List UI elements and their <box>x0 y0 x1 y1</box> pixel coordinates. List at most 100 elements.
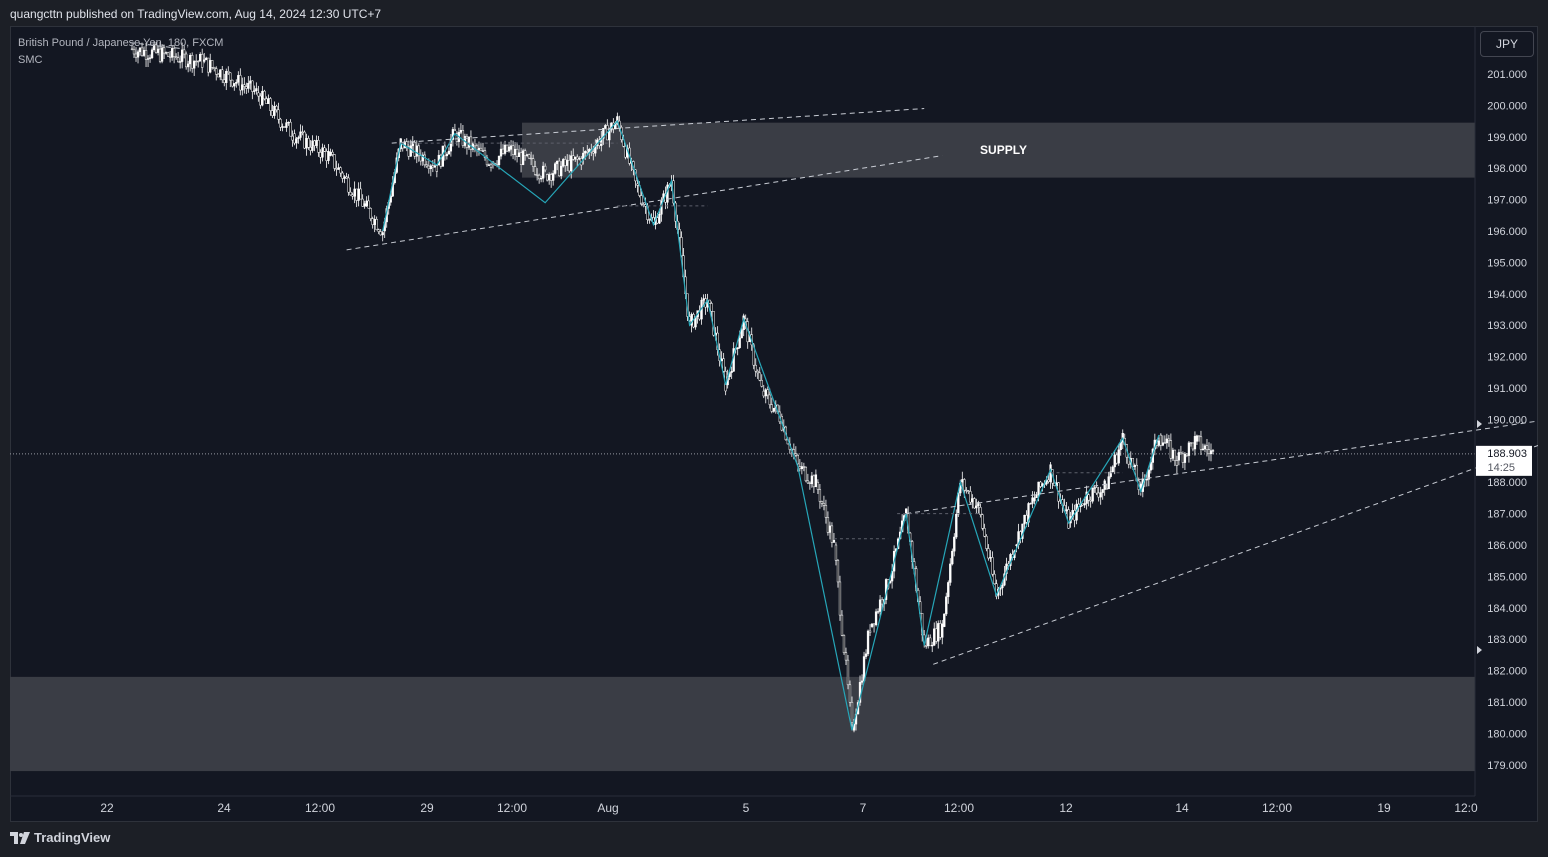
symbol-title[interactable]: British Pound / Japanese Yen, 180, FXCM <box>18 37 224 49</box>
candle-body <box>864 653 868 657</box>
candle-body <box>979 507 982 515</box>
candle-body <box>754 364 757 372</box>
candle-body <box>1193 436 1197 450</box>
candle-body <box>1035 494 1038 498</box>
candle-body <box>965 489 968 492</box>
candle-body <box>872 623 876 626</box>
indicator-label[interactable]: SMC <box>18 54 43 66</box>
candle-body <box>293 133 296 144</box>
x-tick-label: 24 <box>217 801 231 815</box>
x-tick-label: 19 <box>1377 801 1391 815</box>
candle-body <box>187 63 190 68</box>
candle-body <box>546 174 549 181</box>
candle-body <box>317 140 320 153</box>
candle-body <box>1109 471 1112 477</box>
candle-body <box>1065 509 1068 512</box>
candle-body <box>1165 438 1169 444</box>
candle-body <box>1169 440 1173 459</box>
candle-body <box>217 73 220 78</box>
candle-body <box>1179 452 1183 455</box>
y-tick-label: 186.000 <box>1487 540 1527 552</box>
candle-body <box>1111 466 1114 473</box>
candle-body <box>425 164 428 167</box>
candle-body <box>570 155 573 172</box>
candle-body <box>481 150 485 152</box>
candle-body <box>237 75 240 83</box>
candle-body <box>1093 487 1096 489</box>
candle-body <box>826 517 830 533</box>
candle-body <box>473 143 477 147</box>
candle-body <box>1149 462 1152 471</box>
x-tick-label: 22 <box>100 801 114 815</box>
candle-body <box>233 83 236 87</box>
candle-body <box>1197 435 1201 438</box>
candle-body <box>838 581 842 616</box>
candle-body <box>1201 448 1205 450</box>
candle-body <box>203 59 206 62</box>
candle-body <box>548 174 551 181</box>
y-tick-label: 198.000 <box>1487 163 1527 175</box>
candle-body <box>429 165 432 169</box>
candle-body <box>762 390 765 397</box>
candle-body <box>148 57 152 59</box>
candle-body <box>501 148 505 154</box>
candle-body <box>531 158 535 167</box>
candle-body <box>162 47 166 54</box>
candle-body <box>341 172 344 179</box>
candle-body <box>1117 449 1120 464</box>
candle-body <box>768 394 771 405</box>
price-chart[interactable]: SUPPLY 201.000 200.000 199.000 198.000 197.0… <box>10 26 1538 822</box>
candle-body <box>211 60 214 68</box>
candle-body <box>166 52 170 57</box>
candle-body <box>842 635 846 654</box>
candle-body <box>409 145 412 157</box>
y-tick-label: 191.000 <box>1487 383 1527 395</box>
candle-body <box>1099 492 1102 498</box>
candle-body <box>846 659 850 686</box>
candle-body <box>616 116 619 124</box>
candle-body <box>297 137 300 140</box>
candle-body <box>840 614 844 636</box>
candle-body <box>283 126 286 128</box>
candle-body <box>479 147 483 152</box>
footer-brand[interactable]: TradingView <box>10 830 110 845</box>
candle-body <box>303 131 306 149</box>
candle-body <box>367 200 370 209</box>
y-tick-label: 196.000 <box>1487 226 1527 238</box>
candle-body <box>475 145 479 151</box>
candle-body <box>961 479 964 483</box>
candle-body <box>279 118 282 128</box>
y-tick-label: 199.000 <box>1487 132 1527 144</box>
candle-body <box>1107 476 1110 490</box>
y-tick-label: 190.000 <box>1487 414 1527 426</box>
candle-body <box>1187 442 1191 456</box>
chart-legend: British Pound / Japanese Yen, 180, FXCM … <box>18 35 223 69</box>
candle-body <box>828 525 832 533</box>
last-price-label: 188.903 <box>1487 448 1527 460</box>
candle-body <box>578 158 581 160</box>
candle-body <box>955 513 958 538</box>
candle-body <box>337 167 340 170</box>
candle-body <box>933 628 936 646</box>
candle-body <box>445 153 449 157</box>
candle-body <box>544 165 547 171</box>
candle-body <box>275 105 278 111</box>
candle-body <box>1167 438 1171 441</box>
candle-body <box>810 475 814 484</box>
candle-body <box>973 498 976 509</box>
candle-body <box>876 611 880 613</box>
candle-body <box>977 502 980 507</box>
candle-body <box>758 372 761 381</box>
brand-label: TradingView <box>34 830 111 845</box>
candle-body <box>971 498 974 503</box>
candle-body <box>477 147 481 151</box>
candle-body <box>241 84 244 91</box>
y-tick-label: 179.000 <box>1487 760 1527 772</box>
candle-body <box>808 482 812 485</box>
candle-body <box>487 164 491 166</box>
candle-body <box>351 194 354 197</box>
currency-button[interactable]: JPY <box>1480 31 1534 57</box>
candle-body <box>947 582 950 597</box>
candle-body <box>870 623 874 627</box>
candle-body <box>1105 488 1108 490</box>
